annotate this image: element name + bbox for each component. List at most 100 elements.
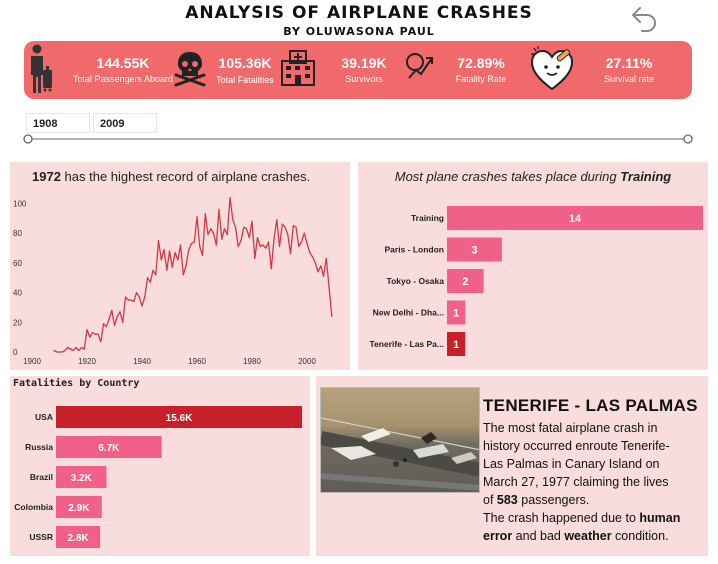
data-point[interactable]: [174, 251, 176, 254]
data-point[interactable]: [221, 238, 223, 240]
data-point[interactable]: [218, 208, 220, 210]
data-point[interactable]: [124, 296, 127, 298]
data-point[interactable]: [232, 219, 234, 221]
data-point[interactable]: [303, 232, 305, 234]
data-point[interactable]: [243, 226, 245, 228]
data-point[interactable]: [254, 257, 256, 259]
data-point[interactable]: [102, 323, 105, 325]
data-point[interactable]: [166, 269, 168, 271]
data-point[interactable]: [141, 305, 143, 307]
data-point[interactable]: [328, 286, 330, 288]
data-point[interactable]: [138, 296, 140, 298]
data-point[interactable]: [215, 244, 217, 246]
bar[interactable]: [447, 206, 703, 230]
data-point[interactable]: [289, 253, 292, 255]
data-point[interactable]: [53, 349, 55, 352]
bar[interactable]: [447, 332, 466, 356]
data-point[interactable]: [83, 348, 85, 350]
data-point[interactable]: [317, 271, 319, 273]
data-point[interactable]: [67, 346, 69, 349]
data-point[interactable]: [331, 315, 333, 317]
data-point[interactable]: [309, 251, 311, 254]
data-point[interactable]: [234, 226, 237, 228]
data-point[interactable]: [267, 241, 270, 243]
data-point[interactable]: [223, 228, 226, 230]
data-point[interactable]: [287, 234, 289, 236]
data-point[interactable]: [276, 219, 278, 221]
data-point[interactable]: [149, 281, 151, 283]
data-point[interactable]: [78, 349, 80, 352]
data-point[interactable]: [122, 321, 124, 323]
data-point[interactable]: [171, 266, 173, 268]
data-point[interactable]: [133, 300, 135, 303]
data-point[interactable]: [163, 248, 165, 251]
data-point[interactable]: [325, 257, 327, 259]
data-point[interactable]: [127, 299, 129, 301]
data-point[interactable]: [284, 226, 286, 228]
data-point[interactable]: [281, 223, 283, 225]
data-point[interactable]: [91, 332, 94, 334]
data-point[interactable]: [113, 324, 116, 326]
data-point[interactable]: [251, 220, 253, 222]
data-point[interactable]: [229, 196, 231, 199]
data-point[interactable]: [130, 299, 132, 301]
data-point[interactable]: [75, 346, 77, 349]
data-point[interactable]: [210, 228, 212, 230]
data-point[interactable]: [322, 275, 325, 277]
bar[interactable]: [447, 237, 502, 262]
bar[interactable]: [447, 269, 484, 293]
data-point[interactable]: [212, 232, 215, 234]
data-point[interactable]: [207, 234, 209, 236]
data-point[interactable]: [270, 268, 272, 270]
data-point[interactable]: [278, 245, 281, 248]
bar[interactable]: [56, 496, 102, 518]
data-point[interactable]: [320, 265, 322, 267]
data-point[interactable]: [89, 336, 91, 338]
data-point[interactable]: [185, 265, 187, 267]
data-point[interactable]: [97, 333, 99, 335]
data-point[interactable]: [177, 259, 179, 261]
data-point[interactable]: [64, 349, 66, 352]
data-point[interactable]: [259, 245, 261, 248]
data-point[interactable]: [199, 245, 201, 248]
data-point[interactable]: [157, 239, 160, 242]
data-point[interactable]: [119, 311, 121, 313]
data-point[interactable]: [152, 269, 154, 271]
year-range-slider[interactable]: [20, 132, 696, 146]
data-point[interactable]: [226, 234, 228, 236]
data-point[interactable]: [292, 225, 294, 227]
data-point[interactable]: [146, 277, 149, 279]
data-point[interactable]: [314, 262, 316, 264]
data-point[interactable]: [94, 333, 96, 335]
data-point[interactable]: [160, 259, 162, 261]
data-point[interactable]: [58, 351, 61, 353]
bar[interactable]: [56, 526, 101, 548]
data-point[interactable]: [144, 296, 146, 298]
data-point[interactable]: [256, 237, 259, 239]
data-point[interactable]: [108, 318, 110, 320]
data-point[interactable]: [306, 242, 308, 245]
data-point[interactable]: [188, 248, 190, 251]
slicer-end-year[interactable]: 2009: [93, 113, 157, 133]
data-point[interactable]: [179, 244, 182, 246]
data-point[interactable]: [105, 326, 107, 328]
bar[interactable]: [56, 466, 107, 488]
data-point[interactable]: [300, 241, 303, 243]
data-point[interactable]: [240, 239, 242, 242]
bar[interactable]: [56, 436, 162, 458]
data-point[interactable]: [245, 228, 248, 230]
data-point[interactable]: [72, 349, 74, 352]
data-point[interactable]: [265, 247, 267, 249]
data-point[interactable]: [204, 213, 206, 215]
data-point[interactable]: [182, 274, 184, 276]
bar[interactable]: [447, 300, 466, 325]
back-arrow-icon[interactable]: [628, 2, 662, 36]
data-point[interactable]: [135, 291, 138, 294]
data-point[interactable]: [190, 242, 193, 245]
data-point[interactable]: [201, 254, 204, 257]
data-point[interactable]: [116, 315, 118, 317]
data-point[interactable]: [111, 309, 113, 311]
data-point[interactable]: [196, 216, 198, 218]
data-point[interactable]: [100, 341, 102, 343]
bar[interactable]: [56, 406, 302, 428]
